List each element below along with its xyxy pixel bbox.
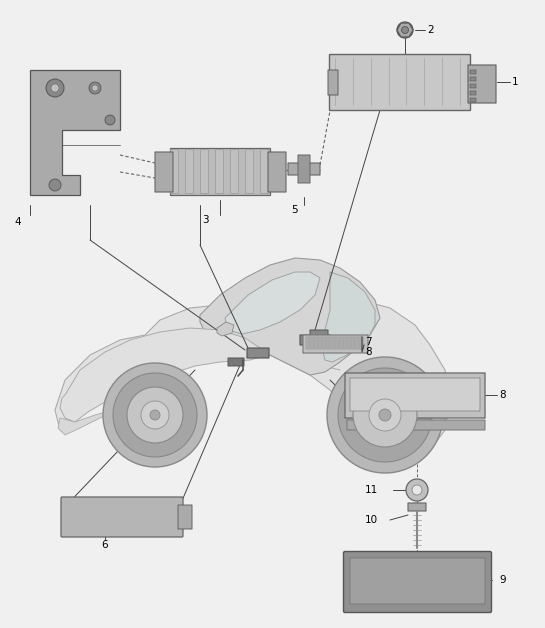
Circle shape — [379, 409, 391, 421]
Text: 5: 5 — [292, 205, 298, 215]
Polygon shape — [55, 298, 450, 450]
FancyBboxPatch shape — [228, 358, 244, 366]
Polygon shape — [322, 272, 375, 362]
FancyBboxPatch shape — [171, 149, 179, 193]
Circle shape — [92, 85, 98, 91]
Text: 11: 11 — [365, 485, 378, 495]
FancyBboxPatch shape — [350, 558, 485, 604]
FancyBboxPatch shape — [356, 337, 359, 349]
Text: 8: 8 — [365, 347, 372, 357]
FancyBboxPatch shape — [268, 152, 286, 192]
Text: 8: 8 — [499, 390, 506, 400]
FancyBboxPatch shape — [306, 337, 309, 349]
Circle shape — [150, 410, 160, 420]
FancyBboxPatch shape — [61, 497, 183, 537]
Text: 6: 6 — [102, 540, 108, 550]
Circle shape — [327, 357, 443, 473]
Circle shape — [113, 373, 197, 457]
Circle shape — [402, 26, 409, 33]
Text: 3: 3 — [202, 215, 208, 225]
FancyBboxPatch shape — [261, 149, 269, 193]
Polygon shape — [30, 70, 120, 195]
FancyBboxPatch shape — [318, 337, 322, 349]
FancyBboxPatch shape — [360, 337, 363, 349]
FancyBboxPatch shape — [420, 380, 445, 425]
FancyBboxPatch shape — [470, 77, 476, 81]
FancyBboxPatch shape — [245, 149, 253, 193]
FancyBboxPatch shape — [339, 337, 342, 349]
Polygon shape — [397, 23, 413, 37]
Text: 1: 1 — [512, 77, 519, 87]
Polygon shape — [200, 258, 380, 375]
FancyBboxPatch shape — [335, 337, 338, 349]
Text: 10: 10 — [365, 515, 378, 525]
Circle shape — [49, 179, 61, 191]
FancyBboxPatch shape — [347, 420, 485, 430]
FancyBboxPatch shape — [310, 337, 313, 349]
FancyBboxPatch shape — [408, 503, 426, 511]
FancyBboxPatch shape — [470, 70, 476, 74]
Circle shape — [353, 383, 417, 447]
Circle shape — [406, 479, 428, 501]
Polygon shape — [60, 328, 268, 422]
FancyBboxPatch shape — [347, 337, 351, 349]
FancyBboxPatch shape — [323, 337, 326, 349]
FancyBboxPatch shape — [345, 373, 485, 418]
Circle shape — [105, 115, 115, 125]
Text: 2: 2 — [427, 25, 434, 35]
FancyBboxPatch shape — [310, 330, 328, 338]
FancyBboxPatch shape — [331, 337, 334, 349]
FancyBboxPatch shape — [215, 149, 223, 193]
Circle shape — [89, 82, 101, 94]
FancyBboxPatch shape — [314, 337, 318, 349]
Circle shape — [412, 485, 422, 495]
Text: 4: 4 — [15, 217, 21, 227]
FancyBboxPatch shape — [343, 551, 492, 612]
FancyBboxPatch shape — [303, 335, 368, 353]
FancyBboxPatch shape — [470, 84, 476, 88]
FancyBboxPatch shape — [330, 55, 470, 111]
Circle shape — [141, 401, 169, 429]
FancyBboxPatch shape — [470, 91, 476, 95]
FancyBboxPatch shape — [178, 505, 192, 529]
FancyBboxPatch shape — [468, 65, 496, 103]
Circle shape — [46, 79, 64, 97]
Circle shape — [338, 368, 432, 462]
FancyBboxPatch shape — [326, 337, 330, 349]
Polygon shape — [170, 148, 270, 195]
FancyBboxPatch shape — [300, 335, 330, 345]
FancyBboxPatch shape — [247, 348, 269, 358]
Circle shape — [369, 399, 401, 431]
Circle shape — [103, 363, 207, 467]
Circle shape — [127, 387, 183, 443]
Polygon shape — [225, 272, 320, 334]
FancyBboxPatch shape — [352, 337, 355, 349]
FancyBboxPatch shape — [343, 337, 347, 349]
FancyBboxPatch shape — [350, 378, 480, 411]
FancyBboxPatch shape — [231, 149, 239, 193]
Circle shape — [51, 84, 59, 92]
FancyBboxPatch shape — [470, 98, 476, 102]
Text: 7: 7 — [365, 337, 372, 347]
FancyBboxPatch shape — [328, 70, 338, 95]
FancyBboxPatch shape — [201, 149, 209, 193]
Text: 9: 9 — [499, 575, 506, 585]
FancyBboxPatch shape — [185, 149, 193, 193]
Circle shape — [397, 22, 413, 38]
FancyBboxPatch shape — [288, 163, 320, 175]
FancyBboxPatch shape — [155, 152, 173, 192]
Polygon shape — [217, 322, 234, 336]
FancyBboxPatch shape — [298, 155, 310, 183]
Polygon shape — [58, 408, 120, 435]
